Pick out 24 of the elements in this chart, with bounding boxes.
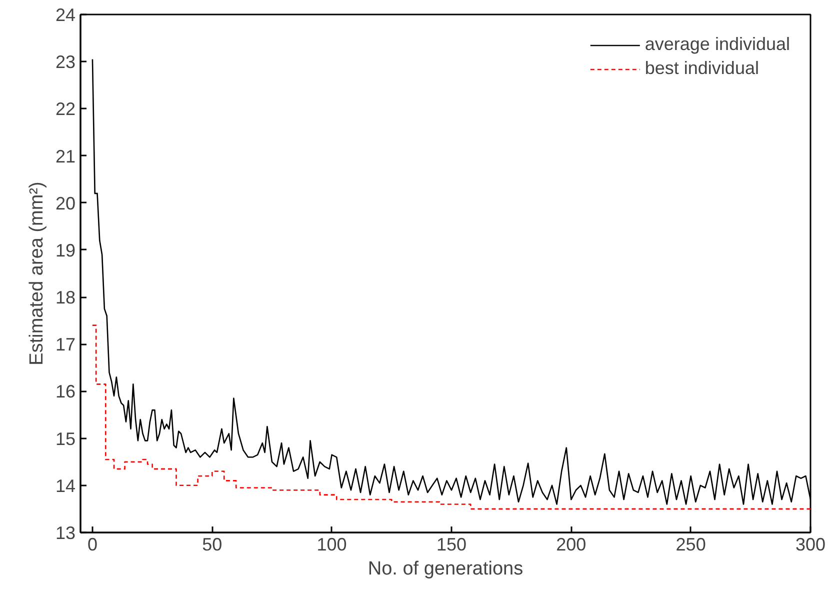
y-tick-label: 24 (55, 5, 76, 25)
y-tick-label: 17 (55, 334, 76, 355)
y-tick-label: 16 (55, 382, 76, 402)
x-tick-label: 200 (556, 534, 586, 554)
x-axis-title: No. of generations (368, 558, 524, 580)
x-tick-label: 250 (676, 534, 706, 554)
y-tick-label: 18 (55, 288, 76, 308)
y-tick-label: 15 (55, 428, 76, 449)
y-tick-label: 14 (55, 476, 76, 496)
x-tick-label: 100 (316, 534, 347, 554)
y-tick-label: 13 (55, 523, 76, 543)
legend-label: average individual (644, 34, 790, 55)
y-tick-label: 23 (55, 52, 76, 72)
x-tick-label: 0 (87, 534, 98, 554)
y-tick-label: 21 (55, 146, 76, 166)
x-tick-label: 300 (795, 534, 826, 554)
x-tick-label: 150 (436, 534, 467, 554)
y-tick-label: 19 (55, 240, 76, 260)
y-axis-title: Estimated area (mm²) (26, 182, 48, 366)
x-tick-label: 50 (202, 534, 222, 554)
line-series (92, 324, 810, 510)
y-tick-label: 22 (55, 99, 76, 120)
legend-label: best individual (644, 58, 759, 79)
y-tick-label: 20 (55, 193, 76, 214)
